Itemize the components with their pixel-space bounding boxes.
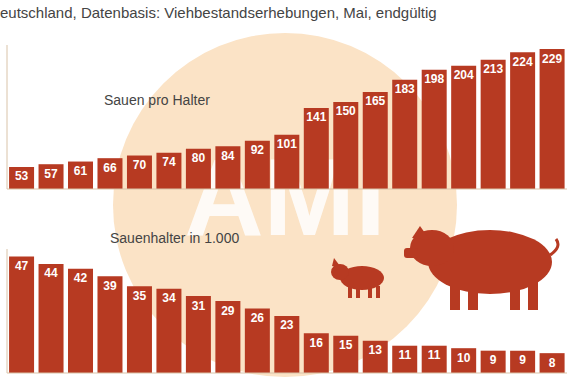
svg-text:34: 34 bbox=[162, 291, 176, 305]
svg-text:39: 39 bbox=[103, 279, 117, 293]
svg-text:198: 198 bbox=[424, 72, 444, 86]
svg-text:74: 74 bbox=[162, 155, 176, 169]
svg-text:150: 150 bbox=[336, 104, 356, 118]
svg-text:61: 61 bbox=[74, 164, 88, 178]
svg-text:23: 23 bbox=[280, 318, 294, 332]
svg-text:42: 42 bbox=[74, 271, 88, 285]
svg-text:9: 9 bbox=[519, 353, 526, 367]
svg-text:204: 204 bbox=[454, 68, 474, 82]
svg-text:26: 26 bbox=[251, 311, 265, 325]
svg-text:213: 213 bbox=[483, 62, 503, 76]
svg-text:8: 8 bbox=[549, 356, 556, 370]
svg-text:165: 165 bbox=[365, 94, 385, 108]
svg-text:66: 66 bbox=[103, 161, 117, 175]
svg-text:11: 11 bbox=[428, 348, 441, 362]
svg-text:10: 10 bbox=[457, 351, 471, 365]
svg-text:53: 53 bbox=[15, 169, 29, 183]
svg-text:31: 31 bbox=[192, 299, 206, 313]
svg-text:16: 16 bbox=[310, 336, 324, 350]
svg-text:229: 229 bbox=[542, 52, 562, 66]
svg-text:9: 9 bbox=[490, 353, 497, 367]
svg-text:141: 141 bbox=[306, 110, 326, 124]
svg-text:29: 29 bbox=[221, 304, 235, 318]
svg-text:224: 224 bbox=[513, 55, 533, 69]
svg-text:183: 183 bbox=[395, 82, 415, 96]
svg-text:13: 13 bbox=[369, 343, 383, 357]
svg-text:92: 92 bbox=[251, 143, 265, 157]
svg-text:57: 57 bbox=[44, 167, 58, 181]
svg-text:84: 84 bbox=[221, 149, 235, 163]
svg-text:35: 35 bbox=[133, 289, 147, 303]
svg-text:70: 70 bbox=[133, 158, 147, 172]
svg-text:47: 47 bbox=[15, 259, 29, 273]
svg-text:80: 80 bbox=[192, 151, 206, 165]
svg-text:11: 11 bbox=[398, 348, 411, 362]
svg-text:101: 101 bbox=[277, 137, 297, 151]
svg-text:15: 15 bbox=[339, 338, 353, 352]
svg-text:44: 44 bbox=[44, 266, 58, 280]
